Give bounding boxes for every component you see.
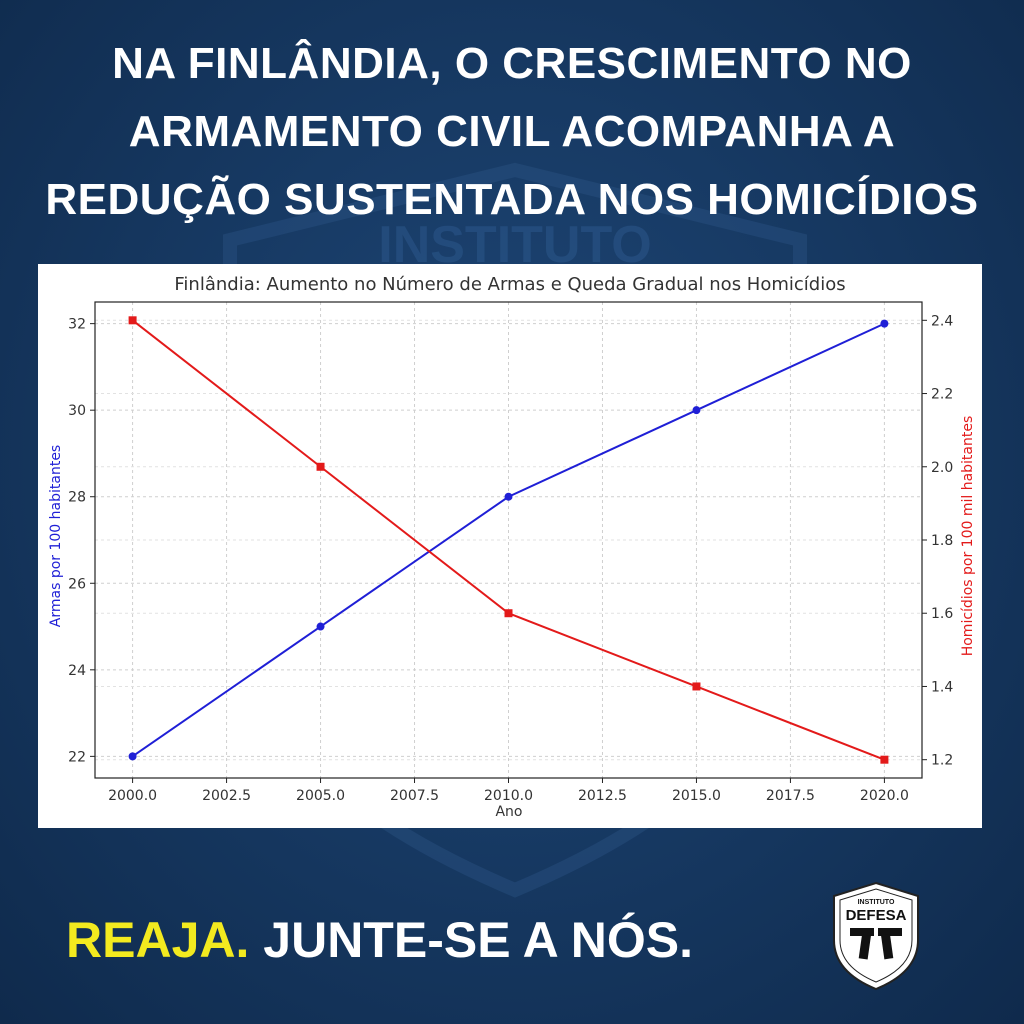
- headline: NA FINLÂNDIA, O CRESCIMENTO NO ARMAMENTO…: [20, 30, 1004, 234]
- y-tick-label-left: 28: [68, 490, 86, 506]
- call-to-action: REAJA. JUNTE-SE A NÓS.: [66, 908, 693, 972]
- series-1-point: [692, 406, 701, 415]
- y-tick-label-left: 30: [68, 403, 86, 419]
- y-tick-label-left: 24: [68, 663, 86, 679]
- y-axis-label-right: Homicídios por 100 mil habitantes: [960, 416, 976, 657]
- series-1-point: [316, 622, 325, 631]
- y-tick-label-right: 2.4: [931, 313, 953, 329]
- x-axis-label: Ano: [495, 804, 522, 820]
- logo-top-text: INSTITUTO: [858, 899, 895, 906]
- headline-line-3: REDUÇÃO SUSTENTADA NOS HOMICÍDIOS: [45, 175, 979, 224]
- ticks: 2000.0 2002.5 2005.0 2007.5 2010.0 2012.5 2015…: [68, 313, 953, 804]
- x-tick-label: 2010.0: [484, 788, 533, 804]
- chart-card: 2000.0 2002.5 2005.0 2007.5 2010.0 2012.5 2015…: [38, 264, 982, 828]
- series-1-point: [128, 752, 137, 761]
- x-tick-label: 2000.0: [108, 788, 157, 804]
- y-axis-label-left: Armas por 100 habitantes: [48, 445, 64, 627]
- y-tick-label-right: 1.4: [931, 679, 953, 695]
- y-tick-label-right: 1.2: [931, 753, 953, 769]
- series-2-point: [692, 682, 701, 691]
- y-tick-label-right: 1.8: [931, 533, 953, 549]
- x-tick-label: 2017.5: [766, 788, 815, 804]
- x-tick-label: 2012.5: [578, 788, 627, 804]
- instituto-defesa-logo: INSTITUTO DEFESA: [833, 881, 919, 991]
- x-tick-label: 2005.0: [296, 788, 345, 804]
- y-tick-label-right: 1.6: [931, 606, 953, 622]
- y-tick-label-right: 2.2: [931, 387, 953, 403]
- y-tick-label-left: 22: [68, 749, 86, 765]
- x-tick-label: 2007.5: [390, 788, 439, 804]
- y-tick-label-right: 2.0: [931, 460, 953, 476]
- series-2-point: [504, 609, 513, 618]
- x-tick-label: 2002.5: [202, 788, 251, 804]
- headline-line-2: ARMAMENTO CIVIL ACOMPANHA A: [128, 107, 896, 156]
- logo-name: DEFESA: [846, 907, 907, 924]
- x-tick-label: 2020.0: [860, 788, 909, 804]
- y-tick-label-left: 32: [68, 317, 86, 333]
- series-layer: [128, 316, 889, 764]
- series-1-point: [504, 492, 513, 501]
- chart-title: Finlândia: Aumento no Número de Armas e …: [174, 274, 845, 295]
- headline-line-1: NA FINLÂNDIA, O CRESCIMENTO NO: [112, 39, 912, 88]
- line-chart: 2000.0 2002.5 2005.0 2007.5 2010.0 2012.5 2015…: [48, 274, 976, 820]
- series-2-point: [128, 316, 137, 325]
- series-2-point: [880, 755, 889, 764]
- series-1-point: [880, 319, 889, 328]
- pistols-shield-icon: [850, 928, 902, 960]
- grid: [95, 302, 922, 778]
- cta-join: JUNTE-SE A NÓS.: [263, 912, 693, 968]
- series-2-point: [316, 462, 325, 471]
- cta-react: REAJA.: [66, 912, 250, 968]
- y-tick-label-left: 26: [68, 576, 86, 592]
- x-tick-label: 2015.0: [672, 788, 721, 804]
